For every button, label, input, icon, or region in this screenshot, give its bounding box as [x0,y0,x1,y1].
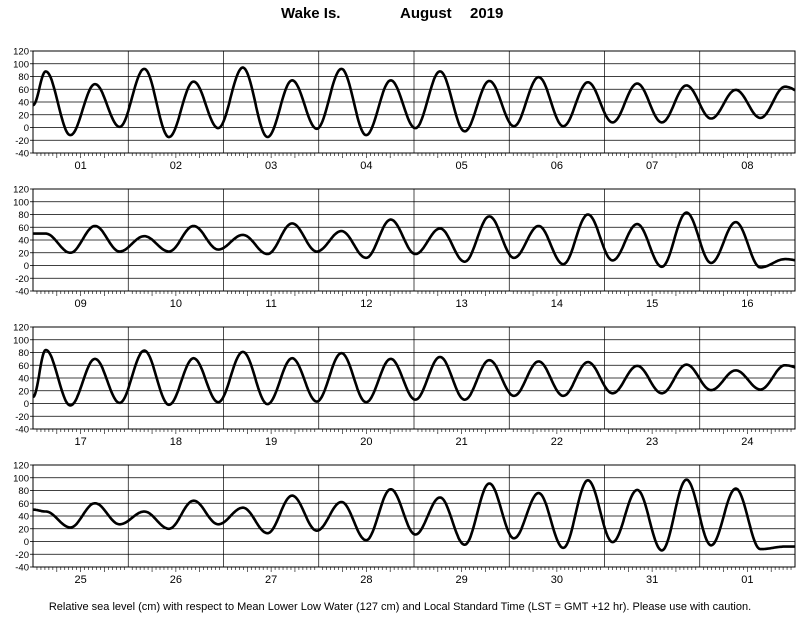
y-tick-label: -40 [15,563,29,574]
day-label: 10 [170,298,182,310]
day-label: 21 [456,436,468,448]
y-tick-label: 20 [18,386,29,397]
y-tick-label: -20 [15,550,29,561]
y-tick-label: 40 [18,512,29,523]
day-label: 06 [551,160,563,172]
y-tick-label: 20 [18,524,29,535]
tide-curve [32,348,796,407]
day-label: 18 [170,436,182,448]
y-tick-label: 20 [18,248,29,259]
y-tick-label: 60 [18,85,29,96]
y-tick-label: -40 [15,149,29,160]
day-label: 31 [646,574,658,586]
y-tick-label: 40 [18,236,29,247]
y-tick-label: -20 [15,136,29,147]
plot-frame [32,50,796,154]
day-label: 05 [456,160,468,172]
y-tick-label: -40 [15,287,29,298]
y-tick-label: -20 [15,274,29,285]
day-label: 30 [551,574,563,586]
y-tick-label: 80 [18,486,29,497]
y-tick-label: 60 [18,499,29,510]
day-label: 12 [360,298,372,310]
y-tick-label: -40 [15,425,29,436]
y-tick-label: 40 [18,374,29,385]
day-label: 22 [551,436,563,448]
chart-title-month: August [400,5,452,22]
y-tick-label: 60 [18,361,29,372]
chart-title-station: Wake Is. [281,5,341,22]
y-tick-label: 120 [13,323,29,334]
day-label: 01 [741,574,753,586]
y-tick-label: 0 [24,261,29,272]
y-tick-label: 120 [13,461,29,472]
day-label: 29 [456,574,468,586]
day-label: 27 [265,574,277,586]
day-label: 04 [360,160,372,172]
day-label: 25 [75,574,87,586]
chart-title-year: 2019 [470,5,504,22]
day-label: 08 [741,160,753,172]
y-tick-label: 0 [24,537,29,548]
y-tick-label: 60 [18,223,29,234]
day-label: 14 [551,298,563,310]
day-label: 13 [456,298,468,310]
day-label: 26 [170,574,182,586]
y-tick-label: 100 [13,197,29,208]
tide-curve [32,66,796,139]
footer-note: Relative sea level (cm) with respect to … [48,601,752,613]
day-label: 23 [646,436,658,448]
y-tick-label: 80 [18,348,29,359]
y-tick-label: 20 [18,110,29,121]
day-label: 11 [265,298,276,310]
y-tick-label: 100 [13,59,29,70]
y-tick-label: 120 [13,47,29,58]
y-tick-label: 40 [18,98,29,109]
y-tick-label: -20 [15,412,29,423]
y-tick-label: 0 [24,123,29,134]
day-label: 02 [170,160,182,172]
plot-frame [32,188,796,292]
day-label: 20 [360,436,372,448]
tide-curve [32,478,796,552]
y-tick-label: 100 [13,335,29,346]
day-label: 19 [265,436,277,448]
day-label: 03 [265,160,277,172]
day-label: 15 [646,298,658,310]
day-label: 09 [75,298,87,310]
day-label: 16 [741,298,753,310]
day-label: 01 [75,160,87,172]
day-label: 28 [360,574,372,586]
day-label: 07 [646,160,658,172]
y-tick-label: 0 [24,399,29,410]
y-tick-label: 120 [13,185,29,196]
plot-frame [32,326,796,430]
day-label: 24 [741,436,753,448]
tide-curve [32,211,796,269]
y-tick-label: 80 [18,210,29,221]
plot-frame [32,464,796,568]
y-tick-label: 100 [13,473,29,484]
day-label: 17 [75,436,87,448]
y-tick-label: 80 [18,72,29,83]
